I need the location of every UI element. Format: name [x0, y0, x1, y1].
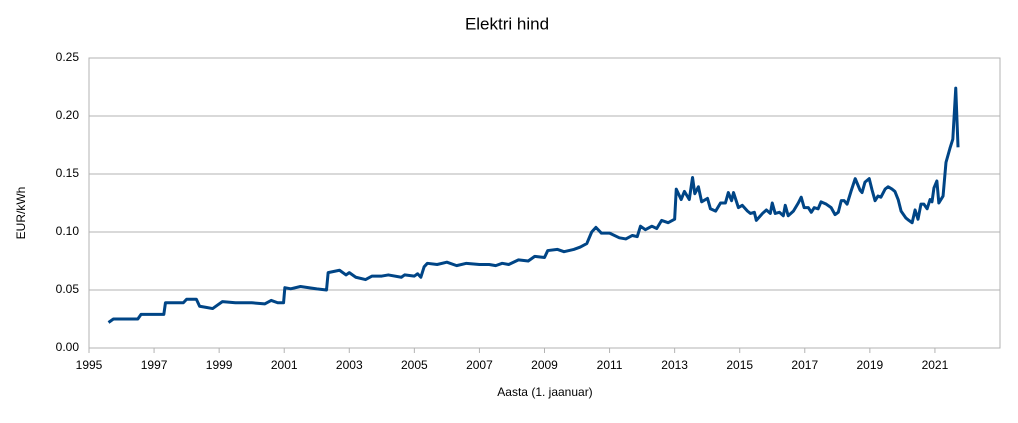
- x-tick-label: 2013: [661, 358, 688, 372]
- x-tick-label: 2011: [597, 358, 623, 372]
- x-tick-label: 2019: [857, 358, 884, 372]
- x-tick-label: 2017: [791, 358, 818, 372]
- y-tick-label: 0.00: [56, 340, 80, 354]
- x-tick-label: 2005: [401, 358, 428, 372]
- chart-title: Elektri hind: [465, 14, 549, 33]
- x-tick-label: 2009: [531, 358, 558, 372]
- y-tick-label: 0.15: [56, 166, 80, 180]
- x-tick-label: 2003: [336, 358, 363, 372]
- x-tick-label: 1995: [76, 358, 103, 372]
- y-axis-label: EUR/kWh: [14, 187, 28, 240]
- y-tick-label: 0.20: [56, 108, 80, 122]
- y-tick-label: 0.10: [56, 224, 80, 238]
- x-axis-label: Aasta (1. jaanuar): [497, 385, 592, 399]
- y-tick-label: 0.25: [56, 50, 80, 64]
- x-tick-label: 2001: [271, 358, 298, 372]
- data-line: [107, 86, 960, 324]
- x-tick-label: 1999: [206, 358, 233, 372]
- plot-frame: [88, 57, 1001, 349]
- y-tick-label: 0.05: [56, 282, 80, 296]
- x-tick-label: 2007: [466, 358, 493, 372]
- x-tick-label: 1997: [141, 358, 168, 372]
- x-tick-label: 2015: [726, 358, 753, 372]
- x-tick-label: 2021: [922, 358, 949, 372]
